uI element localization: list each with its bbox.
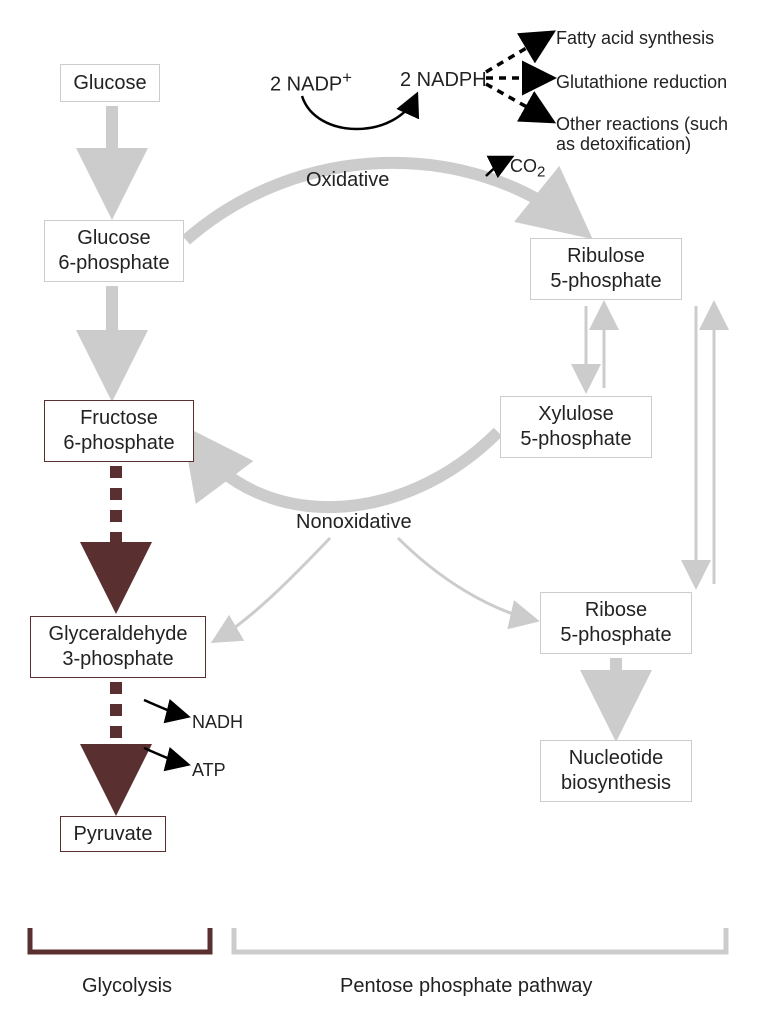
node-g3p: Glyceraldehyde3-phosphate xyxy=(30,616,206,678)
node-label: Fructose6-phosphate xyxy=(63,406,174,456)
node-f6p: Fructose6-phosphate xyxy=(44,400,194,462)
label-oxidative: Oxidative xyxy=(306,168,389,192)
label-nadh: NADH xyxy=(192,712,243,734)
node-label: Xylulose5-phosphate xyxy=(520,402,631,452)
label-glutathione: Glutathione reduction xyxy=(556,72,727,94)
bracket-glycolysis xyxy=(30,928,210,952)
label-ppp: Pentose phosphate pathway xyxy=(340,974,592,998)
node-label: Glyceraldehyde3-phosphate xyxy=(49,622,188,672)
label-glycolysis: Glycolysis xyxy=(82,974,172,998)
node-pyruvate: Pyruvate xyxy=(60,816,166,852)
label-other-2: as detoxification) xyxy=(556,134,691,156)
arrow-nonoxidative-arc xyxy=(196,432,498,507)
label-nadph: 2 NADPH xyxy=(400,68,487,92)
node-label: Nucleotidebiosynthesis xyxy=(561,746,671,796)
arrow-nadph-other xyxy=(486,84,550,120)
node-label: Ribulose5-phosphate xyxy=(550,244,661,294)
node-glucose: Glucose xyxy=(60,64,160,102)
node-label: Glucose6-phosphate xyxy=(58,226,169,276)
node-g6p: Glucose6-phosphate xyxy=(44,220,184,282)
node-ru5p: Ribulose5-phosphate xyxy=(530,238,682,300)
label-atp: ATP xyxy=(192,760,226,782)
arrow-nadp-nadph xyxy=(302,96,416,129)
label-nonoxidative: Nonoxidative xyxy=(296,510,412,534)
arrow-nonox-to-r5p xyxy=(398,538,534,620)
node-nucleo: Nucleotidebiosynthesis xyxy=(540,740,692,802)
diagram-stage: Glucose Glucose6-phosphate Fructose6-pho… xyxy=(0,0,757,1024)
arrow-nonox-to-g3p xyxy=(216,538,330,640)
node-label: Glucose xyxy=(73,71,146,96)
arrow-atp xyxy=(144,748,186,764)
arrow-nadh xyxy=(144,700,186,716)
label-co2: CO2 xyxy=(510,156,545,182)
label-other-1: Other reactions (such xyxy=(556,114,728,136)
arrow-nadph-fas xyxy=(486,34,550,72)
node-label: Pyruvate xyxy=(74,822,153,847)
node-xu5p: Xylulose5-phosphate xyxy=(500,396,652,458)
bracket-ppp xyxy=(234,928,726,952)
arrow-co2 xyxy=(486,158,510,176)
label-fatty-acid: Fatty acid synthesis xyxy=(556,28,714,50)
label-nadp: 2 NADP+ xyxy=(270,68,352,97)
node-r5p: Ribose5-phosphate xyxy=(540,592,692,654)
node-label: Ribose5-phosphate xyxy=(560,598,671,648)
